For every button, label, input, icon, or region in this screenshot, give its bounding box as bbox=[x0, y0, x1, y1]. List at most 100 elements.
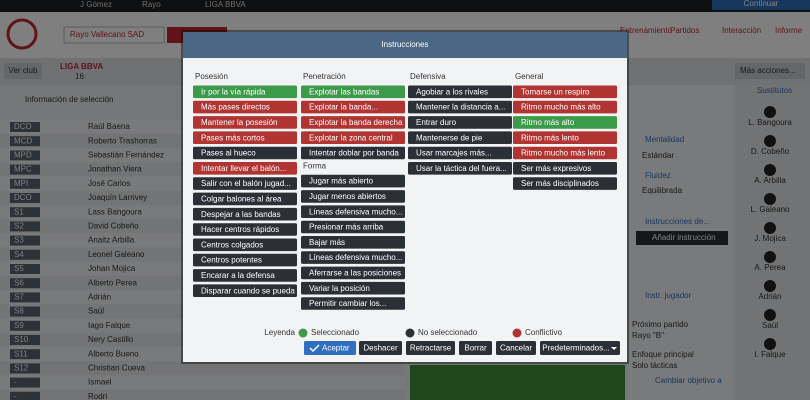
instruction-button[interactable]: Centros potentes bbox=[193, 253, 297, 267]
instruction-bg bbox=[301, 131, 405, 144]
instruction-bg bbox=[193, 116, 297, 129]
instruction-button[interactable]: Ir por la vía rápida bbox=[193, 85, 297, 99]
button-label: Predeterminados... bbox=[542, 344, 610, 353]
instruction-button[interactable]: Explotar la banda... bbox=[301, 100, 405, 114]
instruction-bg bbox=[193, 284, 297, 297]
instruction-bg bbox=[193, 100, 297, 114]
instruction-button[interactable]: Intentar llevar el balón... bbox=[193, 162, 297, 175]
group-heading: Forma bbox=[303, 161, 327, 170]
instruction-label: Aferrarse a las posiciones bbox=[309, 269, 401, 278]
modal-button[interactable]: Deshacer bbox=[359, 341, 402, 355]
instruction-button[interactable]: Tomarse un respiro bbox=[513, 85, 617, 99]
instruction-button[interactable]: Más pases directos bbox=[193, 100, 297, 114]
instruction-button[interactable]: Ritmo mucho más alto bbox=[513, 100, 617, 114]
instruction-button[interactable]: Salir con el balón jugad... bbox=[193, 177, 297, 190]
group-heading: Penetración bbox=[303, 72, 346, 81]
instruction-label: Salir con el balón jugad... bbox=[201, 179, 291, 188]
instruction-button[interactable]: Entrar duro bbox=[408, 116, 512, 129]
instruction-label: Mantenerse de pie bbox=[416, 133, 483, 142]
instruction-label: Usar la táctica del fuera... bbox=[416, 164, 507, 173]
instruction-bg bbox=[408, 146, 512, 160]
instructions-modal: Instrucciones Posesión Ir por la vía rápid… bbox=[181, 30, 629, 364]
instruction-label: Ritmo mucho más lento bbox=[521, 149, 606, 158]
instruction-bg bbox=[408, 116, 512, 129]
instruction-bg bbox=[513, 177, 617, 190]
instruction-label: Centros colgados bbox=[201, 240, 263, 249]
instruction-button[interactable]: Usar la táctica del fuera... bbox=[408, 162, 512, 175]
instruction-bg bbox=[408, 162, 512, 175]
modal-button[interactable]: Aceptar bbox=[304, 341, 356, 355]
instruction-bg bbox=[193, 238, 297, 252]
instruction-bg bbox=[193, 162, 297, 175]
instruction-label: Más pases directos bbox=[201, 103, 270, 112]
instruction-button[interactable]: Presionar más arriba bbox=[301, 220, 405, 234]
instruction-bg bbox=[301, 266, 405, 280]
instruction-button[interactable]: Mantener la posesión bbox=[193, 116, 297, 129]
instruction-button[interactable]: Explotar las bandas bbox=[301, 85, 405, 99]
modal-title: Instrucciones bbox=[381, 40, 428, 49]
instruction-label: Ir por la vía rápida bbox=[201, 87, 266, 96]
instruction-button[interactable]: Disparar cuando se pueda bbox=[193, 284, 297, 297]
instruction-label: Ser más expresivos bbox=[521, 164, 591, 173]
instruction-button[interactable]: Mantener la distancia a... bbox=[408, 100, 512, 114]
instruction-bg bbox=[408, 100, 512, 114]
instruction-button[interactable]: Despejar a las bandas bbox=[193, 207, 297, 221]
instruction-bg bbox=[193, 253, 297, 267]
instruction-button[interactable]: Colgar balones al área bbox=[193, 192, 297, 206]
group-heading: Posesión bbox=[195, 72, 228, 81]
instruction-bg bbox=[193, 177, 297, 190]
instruction-button[interactable]: Ritmo más lento bbox=[513, 131, 617, 144]
instruction-button[interactable]: Agobiar a los rivales bbox=[408, 85, 512, 99]
instruction-button[interactable]: Intentar doblar por banda bbox=[301, 146, 405, 160]
modal-button[interactable]: Cancelar bbox=[496, 341, 536, 355]
instruction-label: Despejar a las bandas bbox=[201, 210, 281, 219]
instruction-button[interactable]: Pases al hueco bbox=[193, 146, 297, 160]
legend-dot bbox=[405, 328, 415, 338]
instruction-bg bbox=[193, 192, 297, 206]
instruction-bg bbox=[301, 236, 405, 249]
instruction-button[interactable]: Encarar a la defensa bbox=[193, 269, 297, 282]
button-bg bbox=[540, 341, 620, 355]
instruction-button[interactable]: Variar la posición bbox=[301, 281, 405, 295]
instruction-label: Pases al hueco bbox=[201, 149, 256, 158]
instruction-button[interactable]: Usar marcajes más... bbox=[408, 146, 512, 160]
instruction-bg bbox=[513, 146, 617, 160]
instruction-button[interactable]: Ser más expresivos bbox=[513, 162, 617, 175]
instruction-button[interactable]: Jugar menos abiertos bbox=[301, 190, 405, 203]
legend-label: Conflictivo bbox=[525, 328, 562, 337]
instruction-label: Colgar balones al área bbox=[201, 195, 282, 204]
instruction-label: Ritmo mucho más alto bbox=[521, 103, 601, 112]
instruction-button[interactable]: Permitir cambiar los... bbox=[301, 297, 405, 310]
instruction-bg bbox=[408, 131, 512, 144]
instruction-button[interactable]: Explotar la zona central bbox=[301, 131, 405, 144]
button-label: Aceptar bbox=[322, 344, 350, 353]
instruction-button[interactable]: Jugar más abierto bbox=[301, 174, 405, 188]
modal-button[interactable]: Borrar bbox=[459, 341, 492, 355]
instruction-label: Jugar más abierto bbox=[309, 177, 374, 186]
instruction-button[interactable]: Líneas defensiva mucho... bbox=[301, 205, 405, 218]
instruction-button[interactable]: Ser más disciplinados bbox=[513, 177, 617, 190]
instruction-button[interactable]: Ritmo más alto bbox=[513, 116, 617, 129]
instruction-button[interactable]: Ritmo mucho más lento bbox=[513, 146, 617, 160]
instruction-button[interactable]: Bajar más bbox=[301, 236, 405, 249]
instruction-bg bbox=[301, 116, 405, 129]
modal-button[interactable]: Predeterminados... bbox=[540, 341, 620, 355]
button-label: Retractarse bbox=[410, 344, 452, 353]
button-label: Deshacer bbox=[363, 344, 398, 353]
instruction-button[interactable]: Hacer centros rápidos bbox=[193, 223, 297, 236]
instruction-button[interactable]: Centros colgados bbox=[193, 238, 297, 252]
instruction-button[interactable]: Explotar la banda derecha bbox=[301, 116, 405, 129]
instruction-button[interactable]: Pases más cortos bbox=[193, 131, 297, 144]
button-bg bbox=[304, 341, 356, 355]
instruction-bg bbox=[193, 85, 297, 99]
instruction-bg bbox=[193, 131, 297, 144]
instruction-label: Encarar a la defensa bbox=[201, 271, 275, 280]
instruction-button[interactable]: Mantenerse de pie bbox=[408, 131, 512, 144]
button-bg bbox=[359, 341, 402, 355]
modal-button[interactable]: Retractarse bbox=[406, 341, 455, 355]
button-label: Borrar bbox=[464, 344, 487, 353]
instruction-button[interactable]: Líneas defensiva mucho... bbox=[301, 251, 405, 264]
instruction-button[interactable]: Aferrarse a las posiciones bbox=[301, 266, 405, 280]
instruction-bg bbox=[513, 131, 617, 144]
